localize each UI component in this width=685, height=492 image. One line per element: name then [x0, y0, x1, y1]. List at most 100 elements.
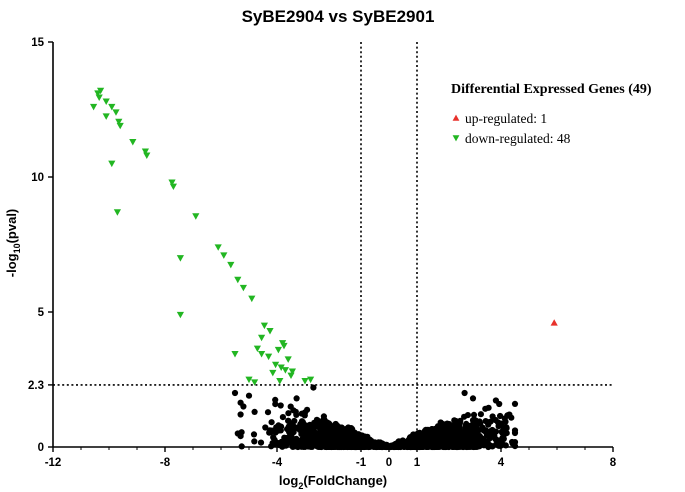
down-regulated-point: [231, 350, 239, 358]
ns-gene-point: [277, 423, 285, 430]
down-regulated-point: [281, 367, 289, 374]
x-tick-label: 4: [498, 457, 505, 469]
ns-gene-point: [251, 438, 258, 445]
down-regulated-point: [258, 334, 266, 342]
ns-gene-point: [485, 440, 492, 447]
y-ticks: 0 2.3 5 10 15: [28, 37, 53, 454]
ns-gene-point: [451, 438, 458, 445]
down-regulated-point: [274, 346, 282, 354]
ns-gene-point: [298, 410, 305, 417]
ns-gene-point: [503, 425, 510, 432]
ns-gene-point: [285, 417, 292, 424]
ns-gene-point: [430, 428, 437, 435]
ns-gene-point: [290, 435, 297, 442]
ns-gene-point: [237, 411, 244, 418]
down-regulated-point: [234, 276, 242, 284]
ns-gene-point: [304, 425, 311, 432]
ns-gene-point: [500, 435, 507, 442]
down-regulated-point: [239, 284, 247, 292]
ns-gene-point: [457, 417, 464, 424]
ns-gene-point: [344, 426, 351, 433]
ns-gene-point: [286, 425, 293, 432]
down-regulated-point: [260, 322, 268, 330]
y-tick-label: 15: [31, 37, 44, 49]
ns-gene-point: [262, 424, 269, 431]
down-regulated-point: [253, 345, 261, 353]
down-regulated-point: [143, 152, 151, 159]
x-tick-label: 0: [386, 457, 392, 469]
ns-gene-point: [362, 435, 369, 442]
ns-gene-point: [293, 411, 300, 418]
ns-gene-point: [273, 424, 280, 431]
ns-gene-point: [287, 403, 294, 410]
down-regulated-point: [220, 252, 228, 259]
ns-gene-point: [439, 440, 446, 447]
down-regulated-point: [214, 244, 222, 251]
legend-down-regulated-label: down-regulated: 48: [465, 131, 571, 146]
ns-gene-point: [283, 434, 290, 442]
x-tick-label: -4: [272, 457, 283, 469]
ns-gene-point: [309, 441, 316, 448]
down-regulated-point: [97, 87, 105, 95]
ns-gene-point: [450, 429, 457, 436]
ns-gene-point: [495, 423, 502, 430]
ns-gene-point: [470, 411, 478, 418]
ns-gene-point: [455, 422, 463, 429]
x-tick-label: -1: [356, 457, 367, 469]
ns-gene-point: [251, 408, 258, 415]
ns-gene-point: [291, 417, 298, 425]
y-tick-label: 10: [31, 172, 44, 184]
ns-gene-point: [272, 429, 279, 436]
ns-gene-point: [487, 431, 494, 438]
down-regulated-point: [129, 139, 137, 146]
ns-gene-point: [320, 416, 327, 423]
ns-gene-point: [492, 428, 500, 435]
ns-gene-point: [497, 412, 504, 420]
up-regulated-points: [550, 319, 558, 326]
ns-gene-point: [267, 429, 274, 436]
down-regulated-point: [116, 122, 124, 130]
ns-gene-point: [477, 411, 484, 418]
ns-gene-point: [257, 439, 265, 446]
ns-gene-point: [481, 427, 488, 434]
down-regulated-point: [113, 209, 121, 216]
ns-gene-point: [321, 426, 328, 433]
legend-title: Differential Expressed Genes (49): [451, 82, 652, 97]
down-regulated-point: [272, 361, 280, 369]
x-axis-title: log2(FoldChange): [279, 473, 387, 491]
ns-gene-point: [240, 403, 247, 410]
ns-gene-point: [487, 418, 494, 425]
down-regulated-point: [288, 368, 296, 375]
ns-gene-point: [268, 419, 275, 426]
down-regulated-point: [176, 311, 184, 319]
down-regulated-point: [102, 98, 110, 105]
ns-gene-point: [482, 405, 489, 412]
x-tick-label: -8: [160, 457, 171, 469]
down-regulated-point: [176, 255, 184, 262]
y-tick-label: 2.3: [28, 380, 44, 392]
legend-up-regulated-label: up-regulated: 1: [465, 111, 547, 126]
down-regulated-point: [102, 113, 110, 120]
ns-gene-point: [353, 441, 361, 448]
ns-gene-point: [470, 432, 477, 439]
ns-gene-point: [463, 423, 470, 430]
down-regulated-point: [307, 376, 315, 384]
ns-gene-point: [231, 389, 239, 397]
down-regulated-point: [266, 328, 274, 335]
down-regulated-point: [168, 179, 176, 186]
ns-gene-point: [431, 440, 438, 447]
ns-gene-point: [459, 443, 466, 450]
ns-gene-point: [407, 434, 414, 441]
ns-gene-point: [441, 434, 448, 441]
ns-gene-point: [314, 421, 321, 429]
down-regulated-point: [108, 103, 116, 111]
down-regulated-point: [245, 376, 253, 384]
ns-gene-point: [298, 440, 305, 447]
y-axis-title-sub: 10: [12, 243, 22, 253]
legend-down-regulated-marker: [452, 135, 460, 142]
ns-gene-point: [466, 438, 473, 446]
axes: [52, 42, 613, 448]
y-tick-label: 0: [38, 442, 44, 454]
ns-gene-point: [421, 433, 428, 440]
x-tick-label: 8: [610, 457, 617, 469]
